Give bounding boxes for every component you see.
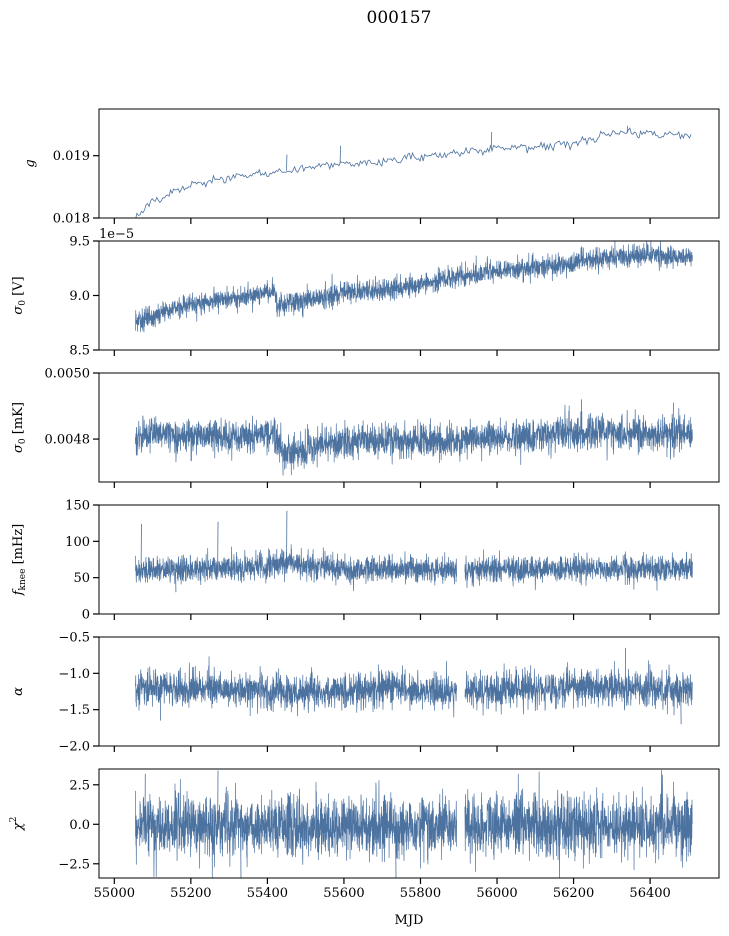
panel-4: 0 50 100 150 fknee [mHz] (11, 499, 720, 623)
data-series-line (135, 770, 693, 878)
axes-frame (98, 372, 720, 483)
data-series-line (135, 544, 693, 592)
y-tick-label: 150 (65, 499, 90, 514)
x-tick-label: 56200 (553, 886, 594, 901)
x-tick-label: 56400 (629, 886, 670, 901)
x-tick-label: 55800 (400, 886, 441, 901)
figure-title: 000157 (367, 8, 432, 28)
y-tick-label: −1.0 (58, 667, 90, 682)
data-series-line (135, 127, 692, 218)
y-tick-label: 0.0 (69, 818, 90, 833)
y-tick-label: 50 (73, 571, 90, 586)
y-tick-label: 0 (82, 608, 90, 623)
y-tick-label: −2.0 (58, 740, 90, 755)
x-tick-label: 55400 (247, 886, 288, 901)
y-tick-label: −2.5 (58, 857, 90, 872)
x-tick-label: 55600 (323, 886, 364, 901)
y-axis-label: χ2 (9, 817, 26, 832)
y-tick-label: 2.5 (69, 778, 90, 793)
y-axis-label: σ0 [mK] (11, 402, 28, 453)
data-series-line (135, 656, 693, 718)
y-offset-label: 1e−5 (99, 227, 134, 242)
x-tick-label: 56000 (476, 886, 517, 901)
panel-3: 0.0048 0.0050 σ0 [mK] (11, 367, 720, 488)
y-tick-label: 0.018 (53, 212, 90, 227)
axes-frame (98, 108, 720, 219)
data-series-line (135, 404, 693, 476)
y-axis-label: g (23, 159, 38, 167)
x-tick-label: 55000 (94, 886, 135, 901)
y-tick-label: −1.5 (58, 703, 90, 718)
panel-6: 55000 55200 55400 55600 55800 56000 56200 56400… (9, 768, 720, 901)
data-series-line (135, 241, 693, 333)
panel-2: 8.5 9.0 9.5 1e−5 σ0 [V] (11, 227, 720, 359)
x-axis-label: MJD (395, 913, 424, 928)
y-tick-label: 0.019 (53, 149, 90, 164)
y-axis-label: σ0 [V] (11, 276, 28, 314)
axes-frame (98, 636, 720, 747)
y-tick-label: 0.0048 (45, 433, 91, 448)
axes-frame (98, 768, 720, 879)
y-tick-label: 9.5 (69, 235, 90, 250)
y-axis-label: fknee [mHz] (11, 524, 28, 597)
x-tick-label: 55200 (170, 886, 211, 901)
y-axis-label: α (11, 687, 26, 696)
y-tick-label: 0.0050 (45, 367, 91, 382)
y-tick-label: 8.5 (69, 344, 90, 359)
y-tick-label: 100 (65, 535, 90, 550)
y-tick-label: 9.0 (69, 289, 90, 304)
panel-5: −2.0 −1.5 −1.0 −0.5 α (11, 631, 720, 755)
axes-frame (98, 504, 720, 615)
panel-1: 0.018 0.019 g (23, 108, 720, 227)
y-tick-label: −0.5 (58, 631, 90, 646)
